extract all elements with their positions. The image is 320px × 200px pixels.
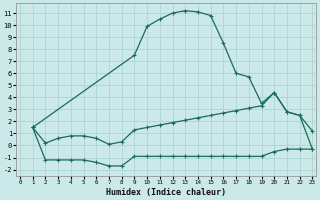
- X-axis label: Humidex (Indice chaleur): Humidex (Indice chaleur): [106, 188, 226, 197]
